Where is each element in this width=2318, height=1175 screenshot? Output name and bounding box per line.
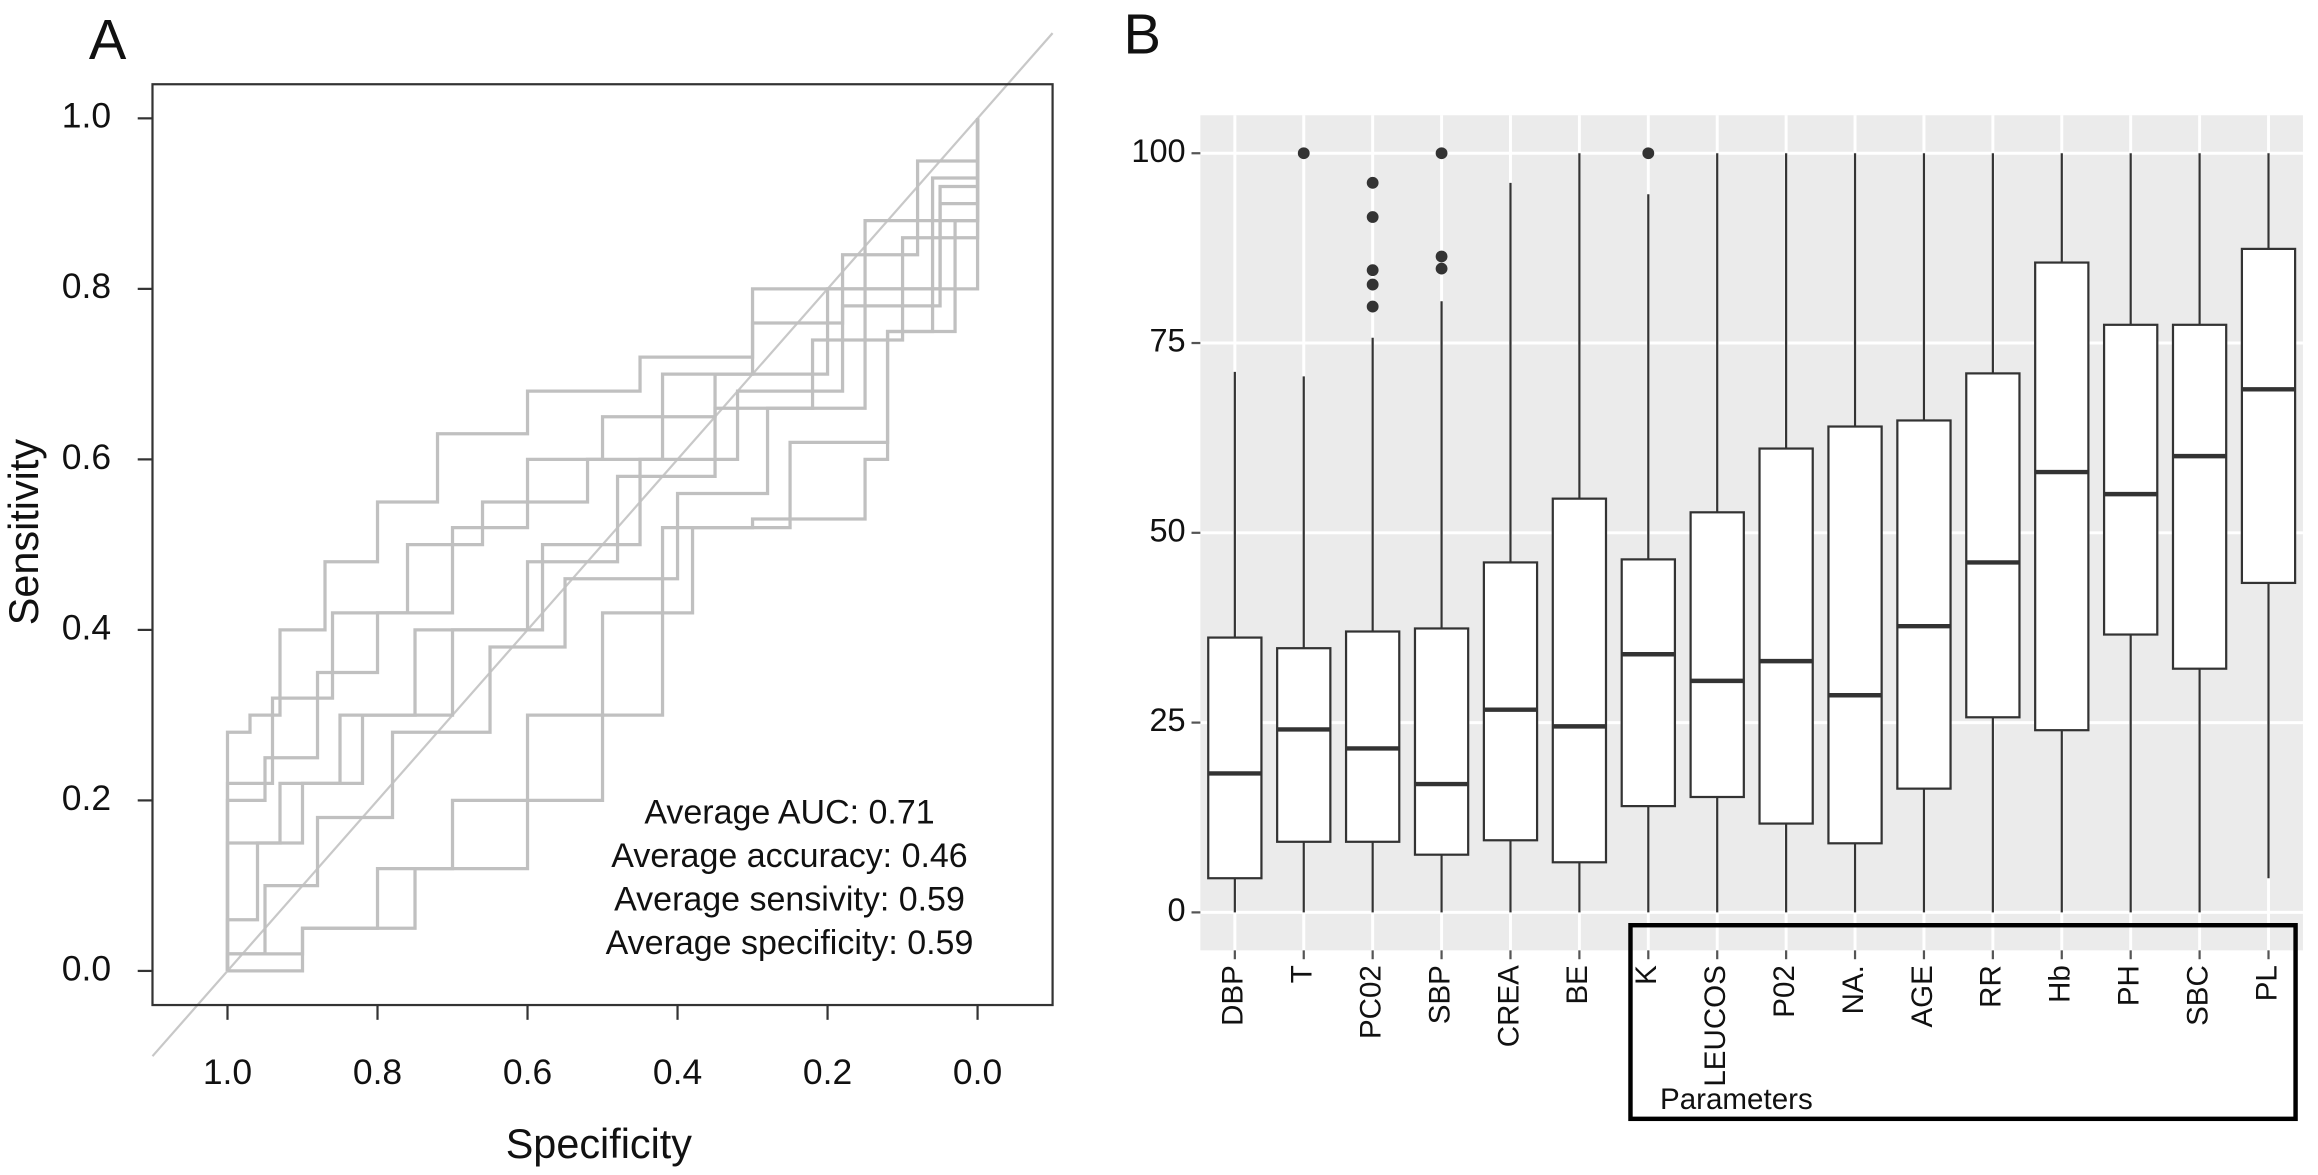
x-tick-label: 0.0 — [953, 1052, 1002, 1092]
x-tick-label: Hb — [2044, 965, 2077, 1003]
roc-curve — [225, 118, 980, 971]
y-tick-label: 25 — [1149, 702, 1185, 738]
roc-curve — [225, 118, 980, 971]
outlier — [1366, 300, 1379, 313]
box — [1413, 627, 1470, 856]
box — [2034, 261, 2090, 732]
x-tick-label: AGE — [1906, 965, 1939, 1027]
x-tick-label: DBP — [1217, 965, 1250, 1026]
x-tick-label: NA. — [1837, 965, 1870, 1014]
y-tick-label: 0.4 — [62, 607, 111, 647]
parameters-frame — [1628, 923, 2298, 1122]
x-tick-label: LEUCOS — [1699, 965, 1732, 1087]
y-tick-label: 0 — [1168, 892, 1186, 928]
y-tick-label: 100 — [1131, 133, 1185, 169]
annotation: Average AUC: 0.71 — [644, 793, 934, 831]
x-tick-label: PH — [2112, 965, 2145, 1006]
x-tick-label: 0.4 — [653, 1052, 702, 1092]
box — [1620, 558, 1677, 808]
x-tick-label: PL — [2250, 965, 2283, 1001]
y-tick-label: 0.8 — [62, 266, 111, 306]
x-tick-label: K — [1630, 965, 1663, 985]
x-tick-label: RR — [1975, 965, 2008, 1008]
x-tick-label: 0.8 — [353, 1052, 402, 1092]
x-tick-label: 0.2 — [803, 1052, 852, 1092]
box — [1965, 372, 2021, 719]
box — [1827, 425, 1883, 845]
plot-frame — [151, 83, 1054, 1007]
annotation: Average sensivity: 0.59 — [614, 881, 965, 919]
roc-curve — [225, 118, 980, 971]
outlier — [1642, 147, 1655, 160]
box — [1689, 511, 1745, 799]
outlier — [1366, 278, 1379, 291]
box — [1344, 630, 1401, 843]
x-tick-label: 0.6 — [503, 1052, 552, 1092]
y-axis-title: Sensitivity — [1, 439, 47, 626]
y-tick-label: 1.0 — [62, 96, 111, 136]
box — [1207, 636, 1263, 880]
x-tick-label: T — [1286, 965, 1319, 983]
x-tick-label: BE — [1561, 965, 1594, 1004]
roc-curve — [227, 118, 980, 956]
outlier — [1435, 250, 1448, 263]
panel-label: A — [89, 8, 127, 71]
x-tick-label: 1.0 — [203, 1052, 252, 1092]
x-tick-label: SBC — [2181, 965, 2214, 1026]
outlier — [1297, 147, 1310, 160]
outlier — [1366, 176, 1379, 189]
y-tick-label: 0.2 — [62, 778, 111, 818]
outlier — [1435, 147, 1448, 160]
x-tick-label: P02 — [1768, 965, 1801, 1018]
box — [1482, 561, 1539, 842]
box — [2102, 323, 2159, 636]
y-tick-label: 0.0 — [62, 948, 111, 988]
x-axis-title: Parameters — [1660, 1083, 1813, 1116]
x-tick-label: SBP — [1423, 965, 1456, 1024]
box — [2171, 323, 2228, 670]
box — [1551, 497, 1608, 864]
outlier — [1435, 262, 1448, 275]
annotation: Average specificity: 0.59 — [606, 924, 974, 962]
x-tick-label: CREA — [1492, 965, 1525, 1047]
outlier — [1366, 211, 1379, 223]
y-tick-label: 75 — [1149, 323, 1185, 359]
x-tick-label: PC02 — [1354, 965, 1387, 1039]
box — [1896, 419, 1952, 790]
box — [2240, 247, 2297, 585]
y-tick-label: 50 — [1149, 512, 1185, 548]
panel-label: B — [1124, 2, 1161, 65]
x-axis-title: Specificity — [506, 1121, 693, 1167]
roc-curve — [225, 118, 980, 971]
box — [1276, 647, 1332, 843]
y-tick-label: 0.6 — [62, 437, 111, 477]
outlier — [1366, 264, 1379, 277]
annotation: Average accuracy: 0.46 — [611, 837, 967, 875]
box — [1758, 447, 1814, 825]
